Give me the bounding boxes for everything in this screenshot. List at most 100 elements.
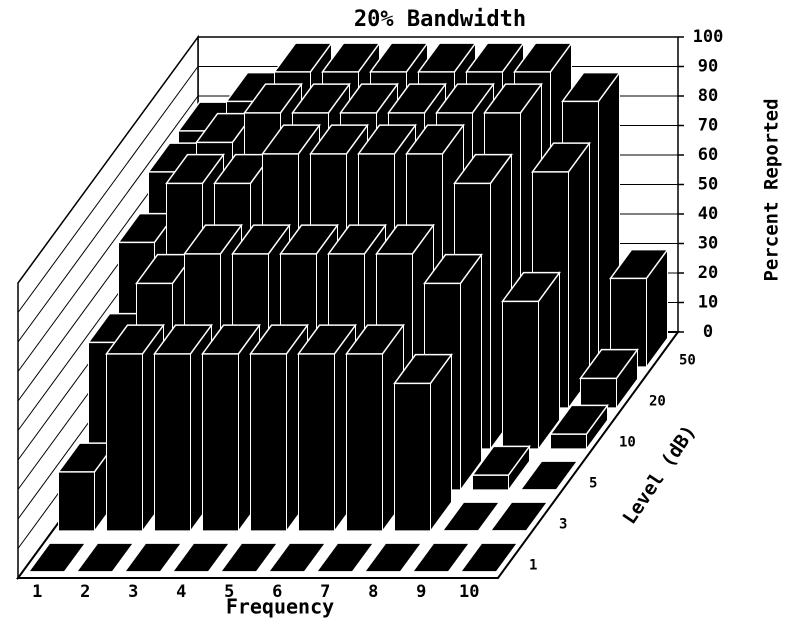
z-tick-label: 30 <box>698 234 718 254</box>
bar-top <box>489 501 549 532</box>
bar-top <box>501 271 561 303</box>
bar-top <box>231 224 291 255</box>
bar-top <box>123 542 183 573</box>
grid-line <box>17 66 199 313</box>
bar-top <box>579 348 639 380</box>
bar-top <box>27 542 87 573</box>
bar-front <box>502 300 539 450</box>
bar-front <box>106 353 143 532</box>
bar <box>441 501 501 532</box>
bar-top <box>375 224 435 255</box>
grid-line <box>17 36 199 284</box>
grid-line <box>17 95 199 343</box>
x-tick-label: 4 <box>176 582 186 602</box>
z-tick-label: 80 <box>698 86 718 106</box>
bar-top <box>357 124 417 155</box>
z-tick-label: 50 <box>698 175 718 195</box>
x-tick-label: 9 <box>416 582 426 602</box>
bar-front <box>394 382 431 532</box>
y-tick-label: 20 <box>649 394 666 410</box>
bar-top <box>423 253 483 285</box>
bar <box>315 542 375 573</box>
bar-front <box>154 353 191 532</box>
bar-top <box>75 542 135 573</box>
bar-top <box>267 542 327 573</box>
bar-top <box>483 83 543 114</box>
bar-top <box>417 42 477 73</box>
bar-top <box>309 124 369 155</box>
bar-front <box>580 377 617 409</box>
bar <box>363 542 423 573</box>
bar-top <box>345 324 405 355</box>
bar-top <box>471 445 531 476</box>
bar-top <box>297 324 357 355</box>
bar-top <box>441 501 501 532</box>
bar-side <box>460 253 482 492</box>
bar-top <box>273 42 333 73</box>
bar-side <box>538 271 560 451</box>
z-tick-label: 100 <box>693 27 724 47</box>
bar-top <box>453 153 513 185</box>
bar-top <box>153 324 213 355</box>
bar-top <box>201 324 261 355</box>
bar <box>123 542 183 573</box>
y-tick-label: 3 <box>559 517 567 533</box>
bar <box>267 542 327 573</box>
bar <box>579 348 639 410</box>
bar-top <box>519 460 579 491</box>
bar <box>27 542 87 573</box>
bar-top <box>393 353 453 385</box>
x-tick-label: 10 <box>459 582 479 602</box>
bar-top <box>465 42 525 73</box>
bar-top <box>609 248 669 280</box>
bar-side <box>430 353 452 533</box>
bar-top <box>105 324 165 355</box>
bar-top <box>321 42 381 73</box>
bar <box>549 403 609 451</box>
bar-top <box>549 404 609 435</box>
chart-title: 20% Bandwidth <box>354 7 526 32</box>
bar-top <box>405 124 465 155</box>
bar-front <box>550 433 587 450</box>
bar-front <box>346 353 383 532</box>
bar-top <box>315 542 375 573</box>
bar-front <box>58 471 95 532</box>
z-tick-label: 70 <box>698 116 718 136</box>
bar-front <box>472 474 509 491</box>
bar <box>609 248 669 369</box>
z-tick-label: 40 <box>698 204 718 224</box>
bar-top <box>183 224 243 255</box>
bar-top <box>171 542 231 573</box>
bar <box>171 542 231 573</box>
bar-top <box>243 83 303 114</box>
bar-top <box>513 42 573 73</box>
bar-top <box>291 83 351 114</box>
z-tick-label: 20 <box>698 263 718 283</box>
bar-front <box>202 353 239 532</box>
bar <box>501 271 561 451</box>
bar <box>393 353 453 533</box>
x-tick-label: 1 <box>32 582 42 602</box>
bar-top <box>327 224 387 255</box>
bar-top <box>369 42 429 73</box>
bar <box>489 501 549 532</box>
z-tick-label: 60 <box>698 145 718 165</box>
y-tick-label: 1 <box>529 558 537 574</box>
y-tick-label: 50 <box>679 353 696 369</box>
bar <box>519 460 579 491</box>
bar-top <box>435 83 495 114</box>
z-tick-label: 10 <box>698 293 718 313</box>
bar <box>471 444 531 492</box>
bar-top <box>219 542 279 573</box>
x-tick-label: 8 <box>368 582 378 602</box>
x-axis-label: Frequency <box>226 595 334 619</box>
bar <box>345 323 405 533</box>
x-tick-label: 2 <box>80 582 90 602</box>
y-tick-label: 10 <box>619 435 636 451</box>
x-tick-label: 7 <box>320 582 330 602</box>
bar-top <box>249 324 309 355</box>
bar-top <box>165 153 225 185</box>
bar-front <box>298 353 335 532</box>
x-tick-label: 5 <box>224 582 234 602</box>
z-tick-label: 0 <box>703 322 713 342</box>
